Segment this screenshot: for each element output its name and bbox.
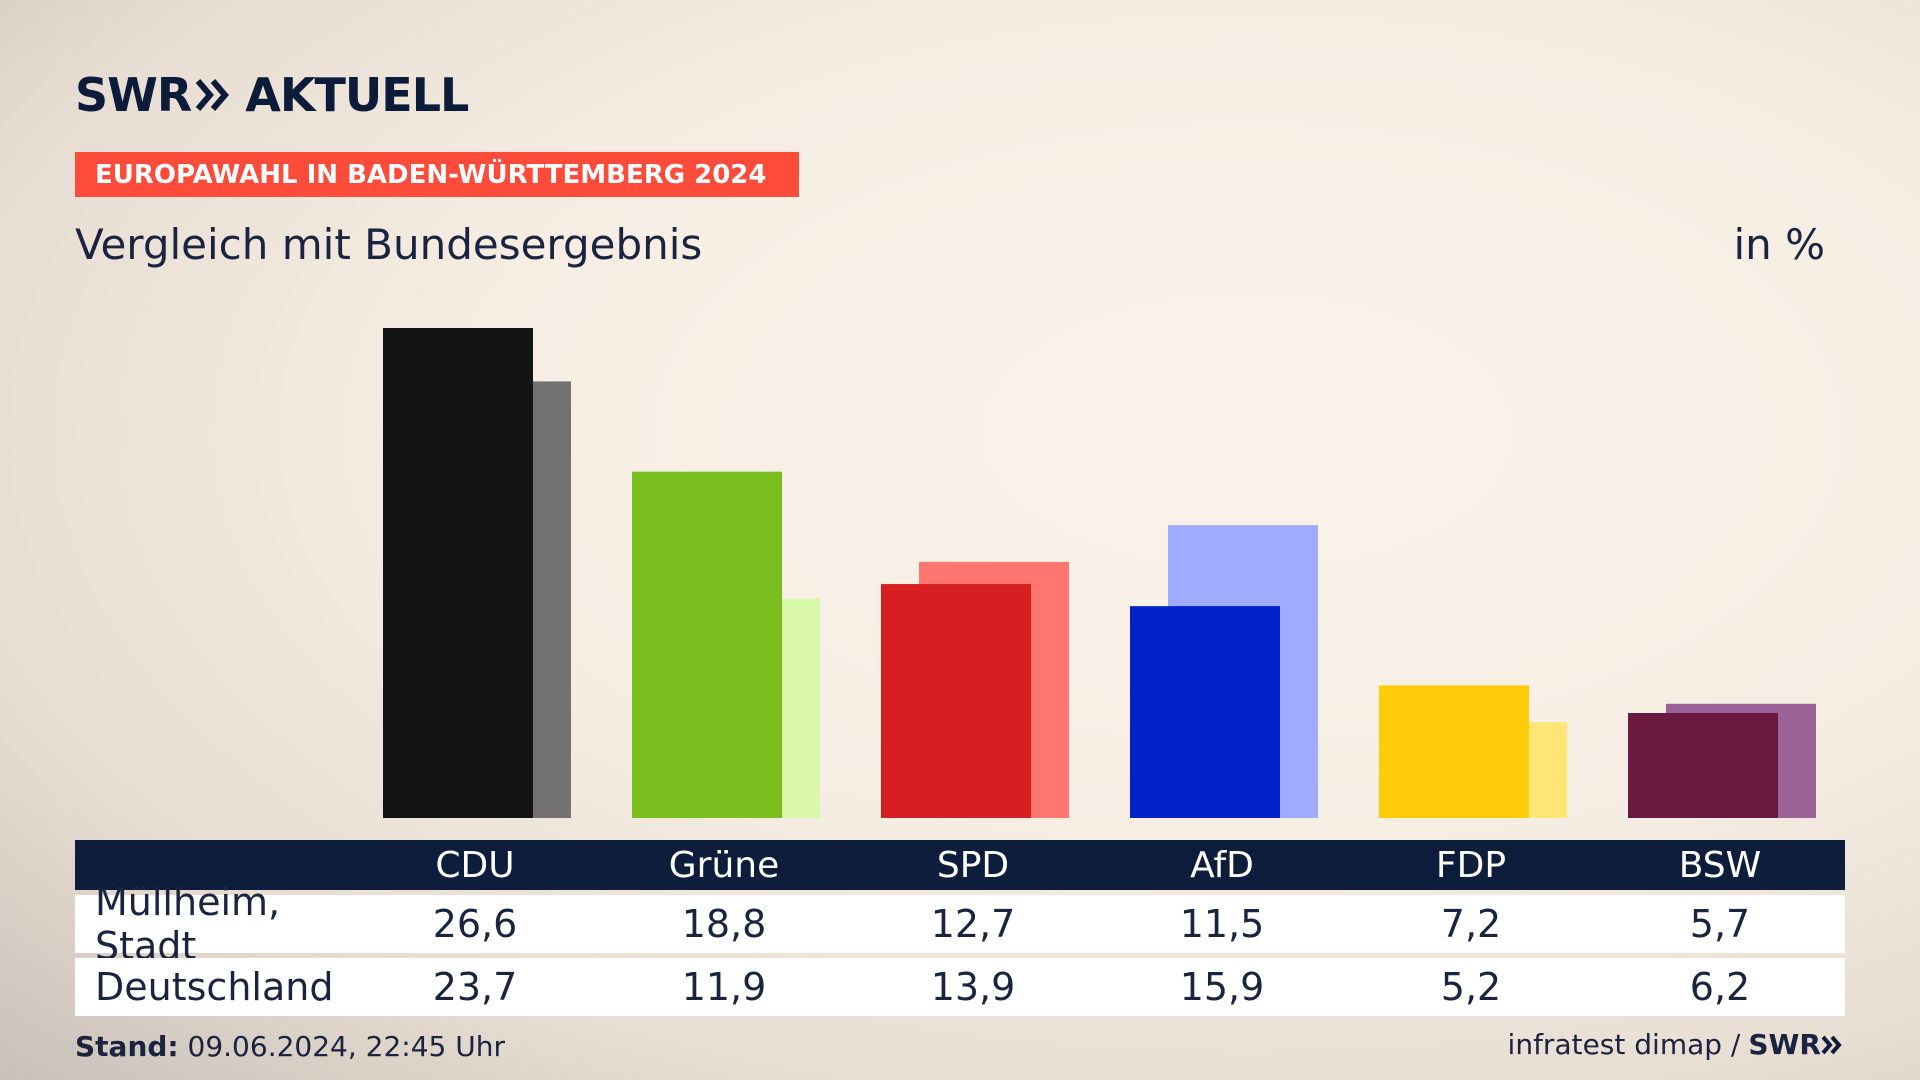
unit-label: in % — [1733, 220, 1825, 269]
swr-aktuell-logo: SWR AKTUELL — [75, 68, 469, 122]
header-afd: AfD — [1190, 844, 1254, 886]
table-header: CDU Grüne SPD AfD FDP BSW — [75, 840, 1845, 890]
value-cell: 7,2 — [1440, 902, 1502, 946]
value-cell: 6,2 — [1689, 965, 1751, 1009]
value-cell: 11,5 — [1179, 902, 1265, 946]
bar-chart — [383, 328, 1816, 818]
timestamp: Stand: 09.06.2024, 22:45 Uhr — [75, 1030, 505, 1063]
value-cell: 18,8 — [681, 902, 767, 946]
header-bsw: BSW — [1678, 844, 1762, 886]
value-cell: 26,6 — [432, 902, 518, 946]
row-label: Deutschland — [95, 965, 334, 1009]
header-fdp: FDP — [1435, 844, 1507, 886]
header-gruene: Grüne — [668, 844, 780, 886]
logo-swr-text: SWR — [75, 68, 192, 122]
election-banner: EUROPAWAHL IN BADEN-WÜRTTEMBERG 2024 — [75, 152, 799, 197]
bar-muellheim-bsw — [1628, 713, 1778, 818]
stand-label: Stand: — [75, 1030, 179, 1063]
table-row-deutschland: Deutschland 23,7 11,9 13,9 15,9 5,2 6,2 — [75, 958, 1845, 1016]
value-cell: 13,9 — [930, 965, 1016, 1009]
results-table: CDU Grüne SPD AfD FDP BSW Müllheim, Stad… — [75, 840, 1845, 1016]
bar-muellheim-afd — [1130, 606, 1280, 818]
header-cdu: CDU — [435, 844, 515, 886]
value-cell: 5,7 — [1689, 902, 1751, 946]
row-label: Müllheim, Stadt — [95, 880, 281, 968]
source-text: infratest dimap / — [1507, 1028, 1741, 1061]
value-cell: 11,9 — [681, 965, 767, 1009]
logo-aktuell-text: AKTUELL — [245, 68, 469, 122]
small-logo-text: SWR — [1748, 1028, 1821, 1061]
table-row-muellheim: Müllheim, Stadt 26,6 18,8 12,7 11,5 7,2 … — [75, 880, 1845, 968]
swr-small-logo: SWR — [1748, 1028, 1845, 1061]
source-credit: infratest dimap / SWR — [1508, 1028, 1845, 1061]
bar-muellheim-spd — [881, 584, 1031, 818]
small-chevron-icon — [1821, 1035, 1842, 1054]
bar-muellheim-grüne — [632, 471, 782, 818]
value-cell: 5,2 — [1440, 965, 1502, 1009]
value-cell: 12,7 — [930, 902, 1016, 946]
value-cell: 15,9 — [1179, 965, 1265, 1009]
bar-muellheim-fdp — [1379, 685, 1529, 818]
double-chevron-icon — [195, 78, 231, 112]
chart-subtitle: Vergleich mit Bundesergebnis — [75, 220, 703, 269]
value-cell: 23,7 — [432, 965, 518, 1009]
stand-value: 09.06.2024, 22:45 Uhr — [187, 1030, 505, 1063]
bar-muellheim-cdu — [383, 328, 533, 818]
header-spd: SPD — [936, 844, 1010, 886]
